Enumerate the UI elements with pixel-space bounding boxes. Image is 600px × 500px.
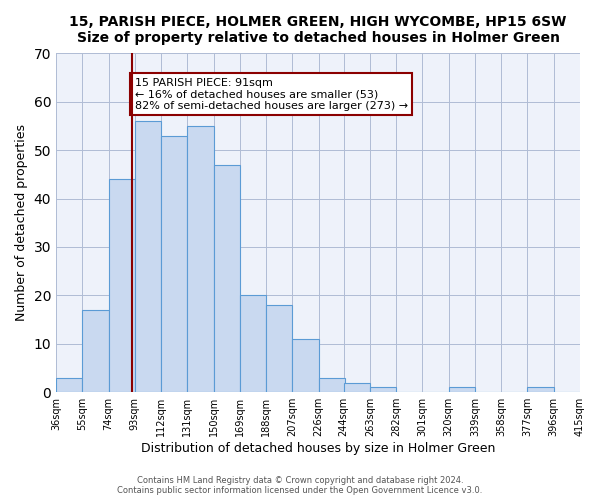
Bar xyxy=(266,305,292,392)
Bar xyxy=(56,378,82,392)
Bar xyxy=(370,388,396,392)
Bar xyxy=(292,339,319,392)
Bar xyxy=(82,310,109,392)
Bar xyxy=(187,126,214,392)
Text: 15 PARISH PIECE: 91sqm
← 16% of detached houses are smaller (53)
82% of semi-det: 15 PARISH PIECE: 91sqm ← 16% of detached… xyxy=(135,78,408,110)
Bar xyxy=(214,164,240,392)
Bar xyxy=(449,388,475,392)
X-axis label: Distribution of detached houses by size in Holmer Green: Distribution of detached houses by size … xyxy=(141,442,495,455)
Title: 15, PARISH PIECE, HOLMER GREEN, HIGH WYCOMBE, HP15 6SW
Size of property relative: 15, PARISH PIECE, HOLMER GREEN, HIGH WYC… xyxy=(70,15,567,45)
Bar xyxy=(161,136,187,392)
Bar xyxy=(527,388,554,392)
Bar xyxy=(319,378,345,392)
Bar xyxy=(344,382,370,392)
Bar xyxy=(135,121,161,392)
Bar xyxy=(109,179,135,392)
Y-axis label: Number of detached properties: Number of detached properties xyxy=(15,124,28,322)
Text: Contains HM Land Registry data © Crown copyright and database right 2024.
Contai: Contains HM Land Registry data © Crown c… xyxy=(118,476,482,495)
Bar xyxy=(240,296,266,392)
